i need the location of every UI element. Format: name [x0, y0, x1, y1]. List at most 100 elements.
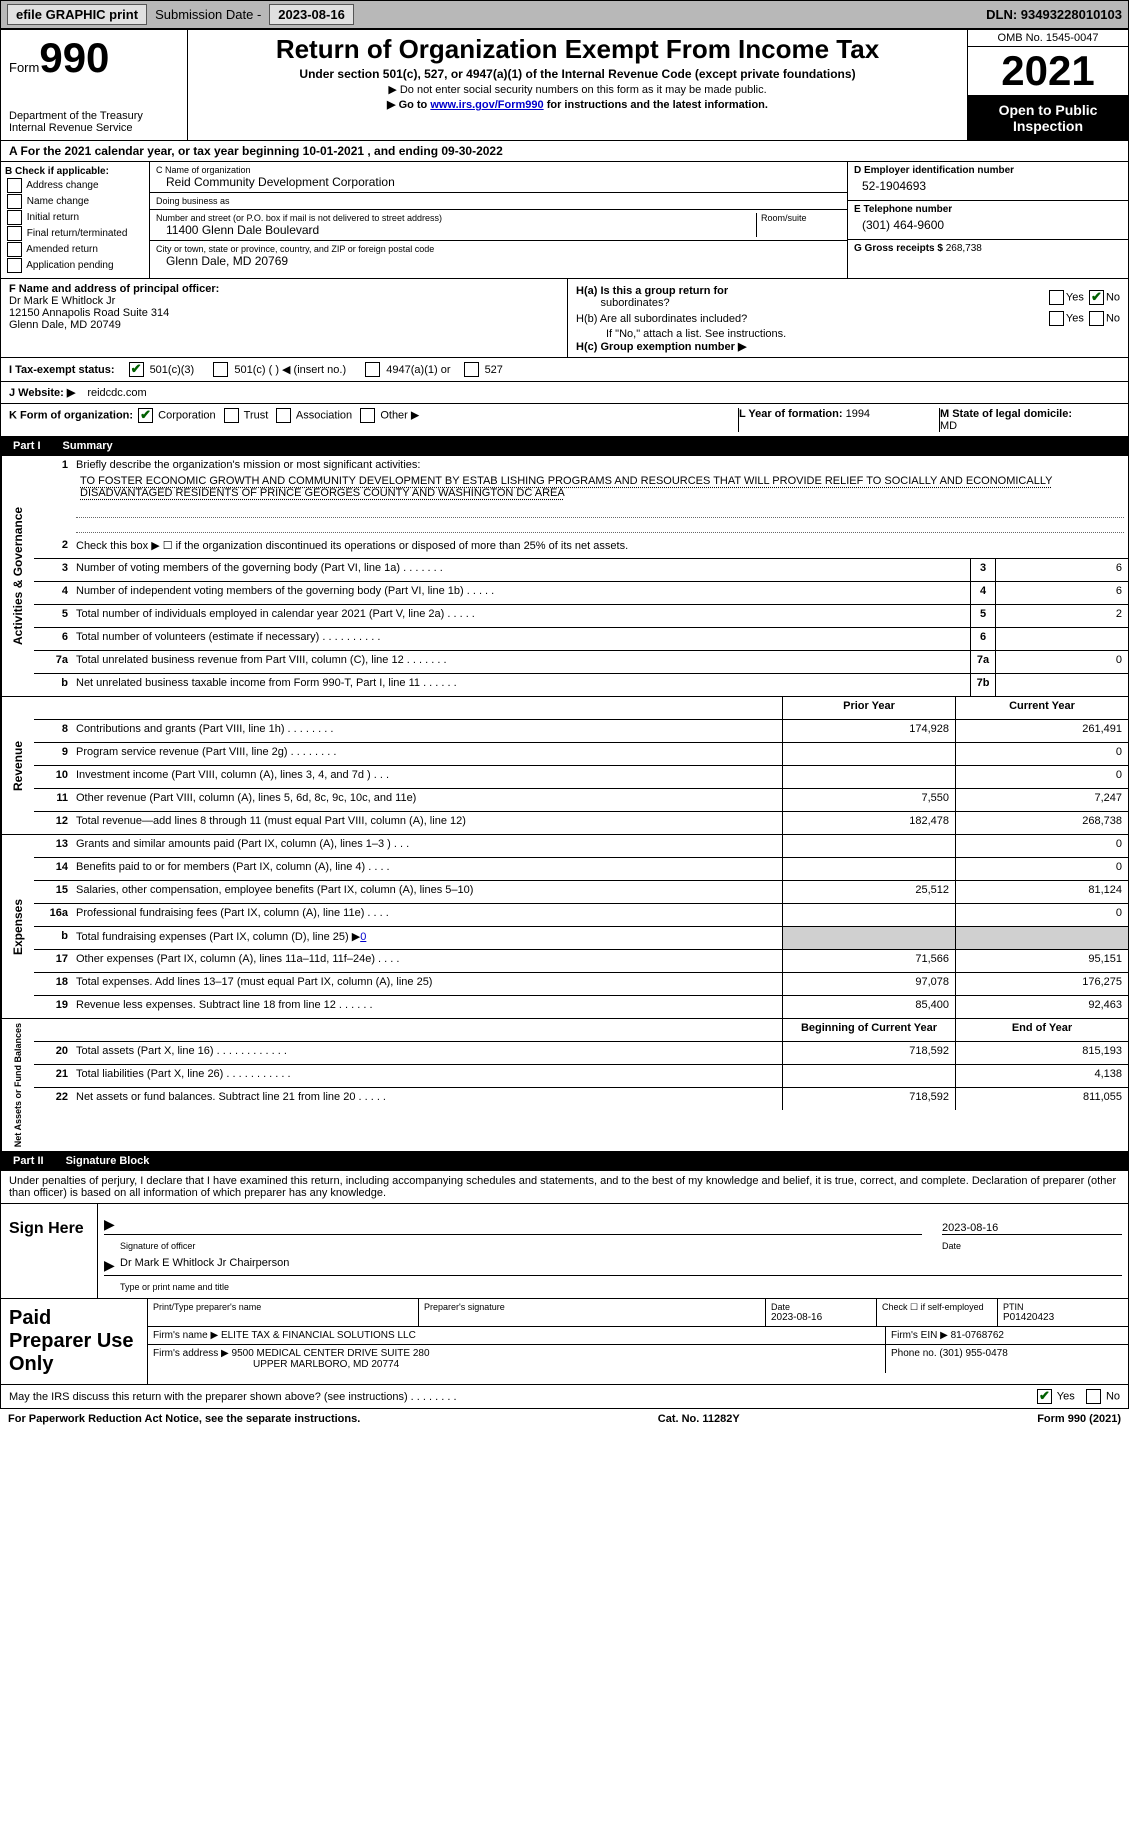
part1-label: Part I	[9, 440, 45, 452]
line-12-prior: 182,478	[782, 812, 955, 834]
chk-name-change[interactable]: Name change	[5, 194, 145, 209]
line-14-text: Benefits paid to or for members (Part IX…	[72, 858, 782, 880]
hb-yes-checkbox[interactable]	[1049, 311, 1064, 326]
line-3-val: 6	[995, 559, 1128, 581]
officer-addr1: 12150 Annapolis Road Suite 314	[9, 307, 559, 319]
hb-yes: Yes	[1066, 312, 1084, 324]
current-year-hdr: Current Year	[955, 697, 1128, 719]
chk-4947[interactable]	[365, 362, 380, 377]
line-16a-prior	[782, 904, 955, 926]
line-21-end: 4,138	[955, 1065, 1128, 1087]
line-3-box: 3	[970, 559, 995, 581]
submission-date-button[interactable]: 2023-08-16	[269, 4, 354, 25]
line-5-num: 5	[34, 605, 72, 627]
phone-value: (301) 464-9600	[854, 215, 1122, 232]
ha-no-checkbox[interactable]	[1089, 290, 1104, 305]
section-bcd: B Check if applicable: Address change Na…	[0, 162, 1129, 279]
hb-no-checkbox[interactable]	[1089, 311, 1104, 326]
section-klm: K Form of organization: Corporation Trus…	[0, 404, 1129, 437]
org-name: Reid Community Development Corporation	[156, 175, 841, 189]
line-22-text: Net assets or fund balances. Subtract li…	[72, 1088, 782, 1110]
form-note-ssn: ▶ Do not enter social security numbers o…	[196, 83, 959, 96]
discuss-no: No	[1106, 1391, 1120, 1403]
irs-link[interactable]: www.irs.gov/Form990	[430, 99, 543, 111]
line-17-text: Other expenses (Part IX, column (A), lin…	[72, 950, 782, 972]
prep-date: 2023-08-16	[771, 1312, 871, 1323]
line-17-curr: 95,151	[955, 950, 1128, 972]
line-19-prior: 85,400	[782, 996, 955, 1018]
chk-amended[interactable]: Amended return	[5, 242, 145, 257]
chk-initial-return[interactable]: Initial return	[5, 210, 145, 225]
ha-no: No	[1106, 291, 1120, 303]
line-4-val: 6	[995, 582, 1128, 604]
chk-application[interactable]: Application pending	[5, 258, 145, 273]
line-16a-curr: 0	[955, 904, 1128, 926]
discuss-yes-checkbox[interactable]	[1037, 1389, 1052, 1404]
line-20-text: Total assets (Part X, line 16) . . . . .…	[72, 1042, 782, 1064]
dln-label: DLN: 93493228010103	[986, 7, 1122, 22]
phone-label: E Telephone number	[854, 204, 1122, 215]
line-20-beg: 718,592	[782, 1042, 955, 1064]
revenue-table: Revenue Prior Year Current Year 8 Contri…	[0, 697, 1129, 835]
line-11-text: Other revenue (Part VIII, column (A), li…	[72, 789, 782, 811]
officer-name-line: Dr Mark E Whitlock Jr Chairperson	[104, 1257, 1122, 1276]
efile-print-button[interactable]: efile GRAPHIC print	[7, 4, 147, 25]
chk-address-change[interactable]: Address change	[5, 178, 145, 193]
line-21-text: Total liabilities (Part X, line 26) . . …	[72, 1065, 782, 1087]
vtab-expenses: Expenses	[1, 835, 34, 1018]
line-6-num: 6	[34, 628, 72, 650]
part2-label: Part II	[9, 1155, 48, 1167]
col-d-ein: D Employer identification number 52-1904…	[848, 162, 1128, 278]
sig-officer-label: Signature of officer	[104, 1241, 906, 1251]
line-5-text: Total number of individuals employed in …	[72, 605, 970, 627]
line-6-box: 6	[970, 628, 995, 650]
sig-name-label: Type or print name and title	[104, 1282, 1122, 1292]
org-name-label: C Name of organization	[156, 165, 841, 175]
irs-discuss-row: May the IRS discuss this return with the…	[0, 1385, 1129, 1409]
chk-501c3[interactable]	[129, 362, 144, 377]
discuss-no-checkbox[interactable]	[1086, 1389, 1101, 1404]
line-5-box: 5	[970, 605, 995, 627]
vtab-net-assets: Net Assets or Fund Balances	[1, 1019, 34, 1151]
chk-trust[interactable]	[224, 408, 239, 423]
line-11-curr: 7,247	[955, 789, 1128, 811]
prep-date-label: Date	[771, 1302, 871, 1312]
dba-label: Doing business as	[156, 196, 841, 206]
goto-pre: ▶ Go to	[387, 99, 430, 111]
b-label: B Check if applicable:	[5, 166, 145, 177]
cat-no: Cat. No. 11282Y	[658, 1413, 740, 1425]
line-9-prior	[782, 743, 955, 765]
city-label: City or town, state or province, country…	[156, 244, 841, 254]
line-7b-num: b	[34, 674, 72, 696]
fundraising-link[interactable]: 0	[360, 931, 366, 943]
col-b-checkboxes: B Check if applicable: Address change Na…	[1, 162, 150, 278]
ha-yes-checkbox[interactable]	[1049, 290, 1064, 305]
lbl-assoc: Association	[296, 409, 352, 421]
chk-other[interactable]	[360, 408, 375, 423]
sign-date: 2023-08-16	[942, 1222, 1122, 1235]
firm-name: ELITE TAX & FINANCIAL SOLUTIONS LLC	[221, 1330, 416, 1341]
line-4-num: 4	[34, 582, 72, 604]
dept-label: Department of the Treasury Internal Reve…	[9, 110, 179, 134]
chk-501c-other[interactable]	[213, 362, 228, 377]
section-a-tax-year: A For the 2021 calendar year, or tax yea…	[0, 141, 1129, 162]
line-19-text: Revenue less expenses. Subtract line 18 …	[72, 996, 782, 1018]
prep-self-emp[interactable]: Check ☐ if self-employed	[882, 1302, 992, 1313]
line-7a-val: 0	[995, 651, 1128, 673]
officer-addr2: Glenn Dale, MD 20749	[9, 319, 559, 331]
officer-signature-line[interactable]	[104, 1216, 922, 1235]
ha-yes: Yes	[1066, 291, 1084, 303]
expenses-table: Expenses 13 Grants and similar amounts p…	[0, 835, 1129, 1019]
chk-527[interactable]	[464, 362, 479, 377]
chk-assoc[interactable]	[276, 408, 291, 423]
chk-final-return[interactable]: Final return/terminated	[5, 226, 145, 241]
ptin-value: P01420423	[1003, 1312, 1123, 1323]
chk-corporation[interactable]	[138, 408, 153, 423]
part1-title: Summary	[63, 440, 113, 452]
vtab-revenue: Revenue	[1, 697, 34, 834]
cell-m-state: M State of legal domicile:MD	[939, 408, 1120, 432]
irs-discuss-text: May the IRS discuss this return with the…	[9, 1391, 1035, 1403]
firm-addr-label: Firm's address ▶	[153, 1348, 229, 1359]
line-6-val	[995, 628, 1128, 650]
col-h-group: H(a) Is this a group return for subordin…	[568, 279, 1128, 357]
